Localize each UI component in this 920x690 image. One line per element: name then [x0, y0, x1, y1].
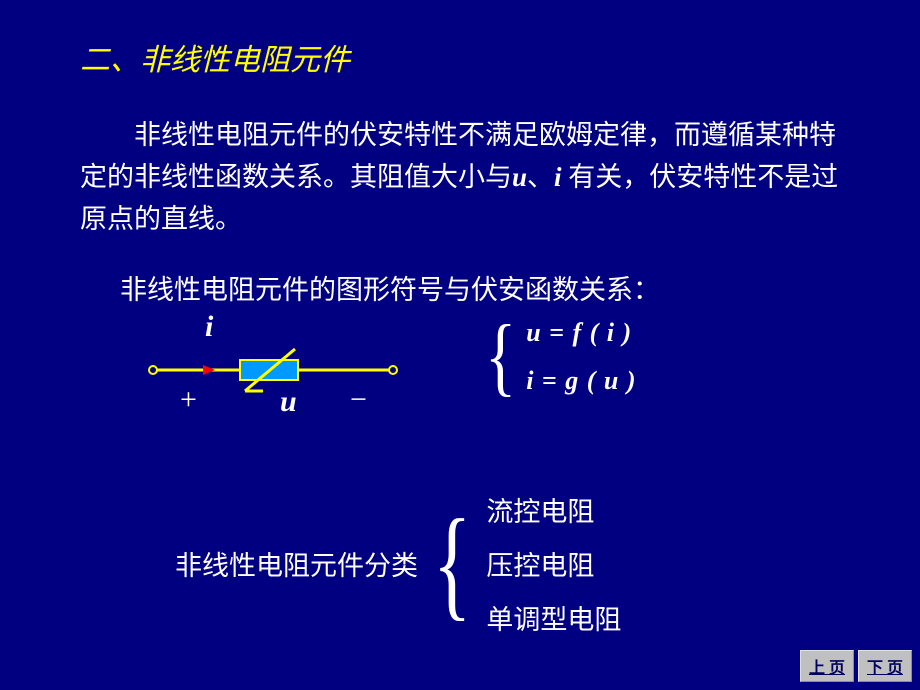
- brace-large-icon: {: [433, 502, 471, 626]
- classification-list: 流控电阻 压控电阻 单调型电阻: [486, 490, 621, 637]
- class-item-1: 流控电阻: [486, 490, 621, 529]
- equation-2: i = g ( u ): [526, 366, 636, 396]
- section-title: 二、非线性电阻元件: [80, 35, 350, 79]
- current-label: i: [205, 310, 213, 344]
- brace-icon: {: [485, 313, 516, 401]
- equation-1: u = f ( i ): [526, 318, 636, 348]
- classification-block: 非线性电阻元件分类 { 流控电阻 压控电阻 单调型电阻: [175, 490, 621, 637]
- classification-label: 非线性电阻元件分类: [175, 544, 418, 583]
- current-arrow-icon: [203, 365, 215, 375]
- equation-lines: u = f ( i ) i = g ( u ): [526, 318, 636, 396]
- terminal-left-icon: [149, 366, 157, 374]
- terminal-right-icon: [389, 366, 397, 374]
- minus-label: −: [350, 383, 367, 417]
- para-i: i: [554, 162, 562, 192]
- subheading: 非线性电阻元件的图形符号与伏安函数关系：: [120, 268, 660, 307]
- para-sep: 、: [527, 162, 554, 192]
- prev-page-button[interactable]: 上 页: [800, 650, 854, 682]
- nav-bar: 上 页 下 页: [800, 650, 912, 682]
- equations-block: { u = f ( i ) i = g ( u ): [485, 318, 637, 396]
- class-item-2: 压控电阻: [486, 544, 621, 583]
- voltage-label: u: [280, 385, 297, 419]
- circuit-diagram: i + u −: [145, 325, 445, 445]
- plus-label: +: [180, 383, 197, 417]
- next-page-button[interactable]: 下 页: [858, 650, 912, 682]
- para-u: u: [512, 162, 527, 192]
- class-item-3: 单调型电阻: [486, 598, 621, 637]
- paragraph: 非线性电阻元件的伏安特性不满足欧姆定律，而遵循某种特定的非线性函数关系。其阻值大…: [80, 115, 840, 241]
